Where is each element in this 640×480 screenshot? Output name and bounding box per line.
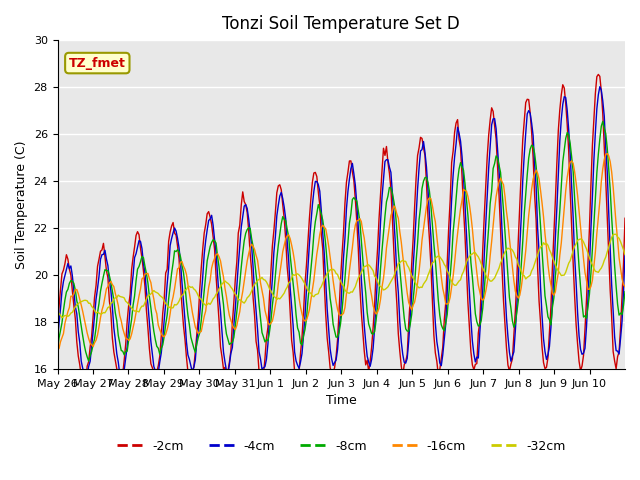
-4cm [544,352,552,358]
-8cm [92,325,100,331]
-16cm [618,276,626,282]
-8cm [85,358,93,364]
-4cm [596,84,604,90]
-32cm [92,310,100,316]
-2cm [81,381,88,386]
-2cm [595,72,602,77]
-8cm [620,302,627,308]
-8cm [599,119,607,124]
-4cm [621,251,629,257]
Y-axis label: Soil Temperature (C): Soil Temperature (C) [15,141,28,269]
-32cm [58,315,66,321]
Legend: -2cm, -4cm, -8cm, -16cm, -32cm: -2cm, -4cm, -8cm, -16cm, -32cm [112,435,570,458]
-16cm [604,151,611,156]
-16cm [543,244,550,250]
-32cm [612,231,620,237]
-32cm [347,289,355,295]
-8cm [621,289,629,295]
-4cm [347,166,355,171]
-2cm [73,339,81,345]
-4cm [620,289,627,295]
-16cm [621,284,629,290]
-16cm [91,340,99,346]
Line: -4cm: -4cm [58,87,625,375]
-32cm [620,247,627,252]
-2cm [621,216,629,221]
-4cm [82,372,90,378]
-8cm [460,168,467,173]
-2cm [460,205,467,211]
-8cm [73,298,81,304]
-2cm [347,158,355,164]
-2cm [620,261,627,267]
-16cm [54,347,61,352]
-32cm [54,308,61,314]
Line: -2cm: -2cm [58,74,625,384]
-2cm [92,283,100,288]
-16cm [73,287,81,292]
-8cm [347,211,355,217]
-8cm [544,314,552,320]
-2cm [544,355,552,360]
-4cm [73,311,81,317]
-8cm [54,348,61,354]
-4cm [54,337,61,343]
Text: TZ_fmet: TZ_fmet [69,57,125,70]
-16cm [458,197,466,203]
-2cm [54,318,61,324]
-32cm [460,269,467,275]
Title: Tonzi Soil Temperature Set D: Tonzi Soil Temperature Set D [222,15,460,33]
Line: -32cm: -32cm [58,234,625,318]
-4cm [460,174,467,180]
-32cm [621,252,629,257]
-32cm [74,301,82,307]
-16cm [346,268,353,274]
-4cm [92,296,100,302]
-32cm [544,242,552,248]
Line: -8cm: -8cm [58,121,625,361]
X-axis label: Time: Time [326,395,356,408]
Line: -16cm: -16cm [58,154,625,349]
